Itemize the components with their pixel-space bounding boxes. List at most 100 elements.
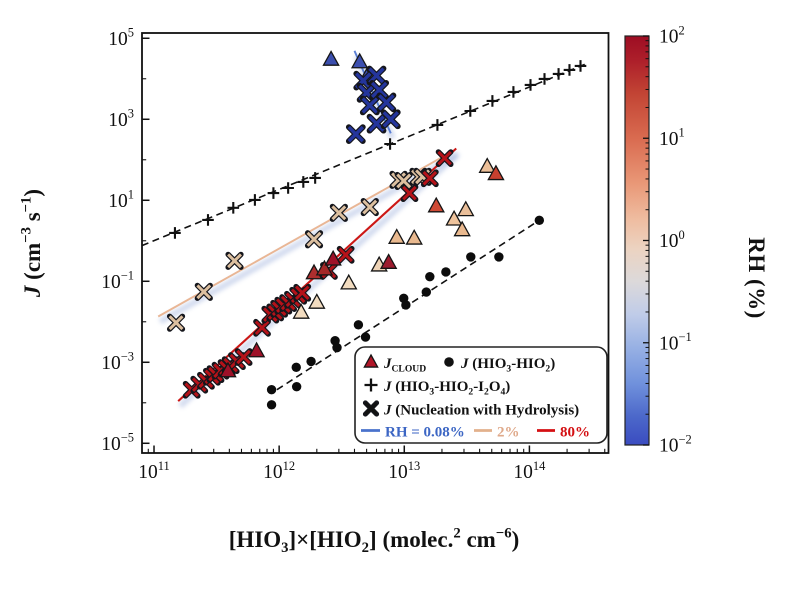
x-marker <box>338 247 353 263</box>
plus-marker <box>309 172 321 184</box>
legend-label-hydrolysis: J (Nucleation with Hydrolysis) <box>383 403 579 419</box>
colorbar-axis-label: RH (%) <box>744 237 769 319</box>
circle-marker <box>425 271 435 282</box>
triangle-marker <box>457 200 475 217</box>
y-tick-label: 105 <box>108 26 134 50</box>
colorbar-tick-label: 101 <box>659 126 685 150</box>
x-marker <box>437 150 452 166</box>
plus-marker <box>464 105 477 117</box>
circle-marker <box>494 252 504 262</box>
plot-border <box>141 32 610 454</box>
x-marker <box>294 285 310 301</box>
y-tick-label: 10−1 <box>101 269 134 293</box>
x-marker <box>306 231 322 247</box>
circle-marker <box>332 342 342 353</box>
plus-marker <box>574 60 587 72</box>
triangle-marker <box>453 220 471 237</box>
x-marker <box>370 81 388 99</box>
legend-rh-label-1: 2% <box>497 425 520 441</box>
triangle-marker <box>322 50 340 66</box>
circle-marker <box>306 356 316 367</box>
triangle-marker <box>379 253 398 269</box>
x-tick-label: 1014 <box>513 459 546 483</box>
series-x <box>345 65 401 145</box>
circle-marker <box>291 362 301 373</box>
triangle-marker <box>292 303 310 319</box>
triangle-marker <box>219 361 237 378</box>
triangle-marker <box>324 249 342 266</box>
circle-marker <box>421 287 432 297</box>
y-axis-title: J (cm−3 s−1) <box>18 189 45 298</box>
x-marker <box>361 97 378 114</box>
y-tick-label: 10−3 <box>101 350 134 374</box>
x-tick-label: 1011 <box>138 459 170 483</box>
plus-marker <box>249 194 261 206</box>
triangle-marker <box>340 273 358 290</box>
circle-marker <box>266 385 277 395</box>
circle-marker <box>360 332 371 342</box>
plus-marker <box>227 202 240 214</box>
legend-label-jcloud: JCLOUD <box>383 356 426 374</box>
plus-marker <box>486 95 499 107</box>
x-marker <box>254 320 270 336</box>
triangle-marker <box>405 228 423 245</box>
triangle-marker <box>388 228 406 244</box>
x-marker <box>378 94 395 111</box>
triangle-marker <box>445 209 463 226</box>
legend-box <box>354 346 608 444</box>
plus-marker <box>507 86 520 98</box>
x-marker <box>396 173 412 189</box>
circle-marker <box>466 252 476 262</box>
legend-label-hio3-hio2-i2o4: J (HIO3-HIO2-I2O4) <box>383 379 510 397</box>
circle-marker <box>266 400 277 410</box>
colorbar-tick-label: 102 <box>659 23 685 47</box>
circle-marker <box>534 215 545 226</box>
x-marker <box>196 284 212 300</box>
plus-marker <box>552 68 565 80</box>
plus-marker <box>297 176 310 188</box>
legend-rh-label-2: 80% <box>560 425 590 441</box>
series-circle <box>266 215 545 410</box>
y-tick-label: 10−5 <box>101 431 134 455</box>
triangle-marker <box>427 196 445 213</box>
axes: 1011 1012 1013 1014 105 103 101 10−1 10−3 10−5 [HI… <box>18 26 610 556</box>
x-marker <box>331 205 347 221</box>
plus-marker <box>364 378 378 392</box>
triangle-marker <box>308 293 326 309</box>
series-plus <box>169 60 587 239</box>
x-marker <box>362 199 378 215</box>
x-marker <box>382 111 399 128</box>
circle-marker <box>291 381 302 392</box>
data-series <box>166 50 587 410</box>
x-marker <box>368 115 385 132</box>
x-tick-label: 1013 <box>388 459 420 483</box>
colorbar-tick-label: 100 <box>659 228 685 252</box>
circle-marker <box>441 267 451 277</box>
triangle-marker <box>478 157 496 173</box>
x-marker <box>422 170 438 186</box>
y-tick-label: 103 <box>108 107 134 131</box>
x-marker <box>227 253 242 269</box>
colorbar: 102 101 100 10−1 10−2 <box>624 23 692 457</box>
x-marker <box>402 185 417 201</box>
triangle-marker <box>363 353 379 368</box>
x-axis-title: [HIO3]×[HIO2] (molec.2 cm−6) <box>229 525 519 556</box>
plus-marker <box>524 79 537 91</box>
plus-marker <box>202 214 214 226</box>
x-marker <box>168 315 184 331</box>
circle-marker <box>401 300 411 310</box>
x-tick-label: 1012 <box>263 459 295 483</box>
legend-rh-label-0: RH = 0.08% <box>385 425 465 441</box>
colorbar-tick-label: 10−2 <box>659 432 692 456</box>
series-x <box>166 167 432 332</box>
x-marker <box>347 125 365 143</box>
colorbar-tick-label: 10−1 <box>659 330 692 354</box>
triangle-marker <box>487 164 505 181</box>
triangle-marker <box>315 259 334 276</box>
circle-marker <box>353 320 364 330</box>
triangle-marker <box>350 52 369 69</box>
plus-marker <box>169 227 181 239</box>
plus-marker <box>384 138 396 150</box>
